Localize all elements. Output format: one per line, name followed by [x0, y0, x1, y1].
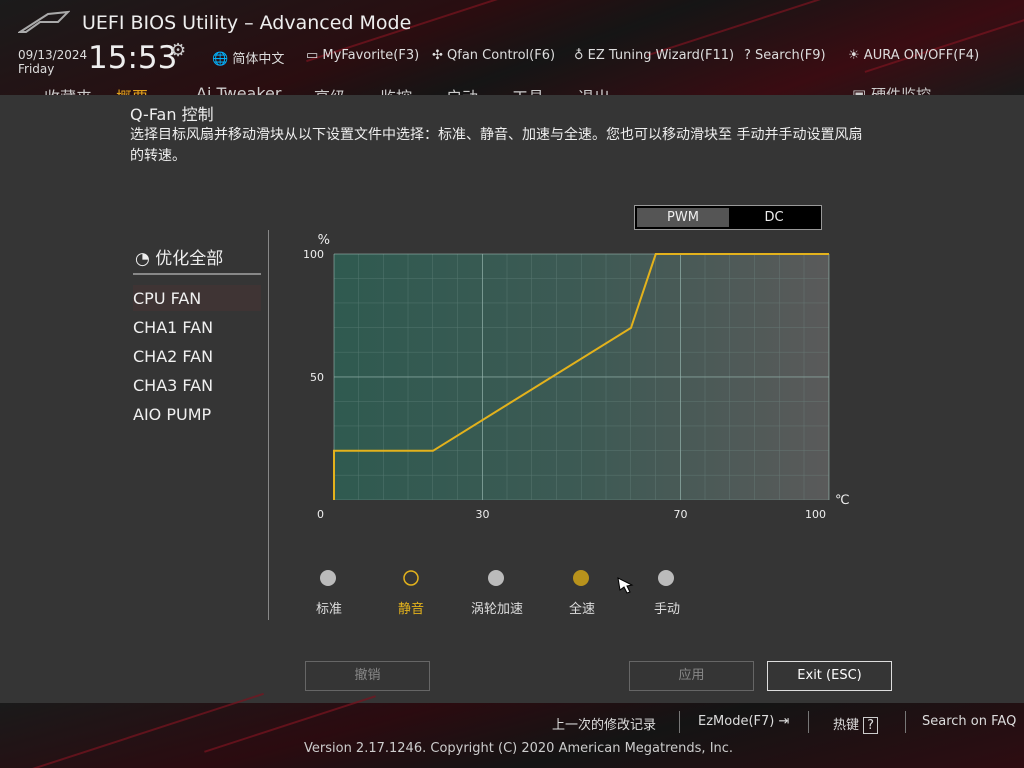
fan-item[interactable]: AIO PUMP — [133, 405, 212, 424]
x-tick-label: 30 — [476, 508, 490, 521]
x-tick-label: 70 — [674, 508, 688, 521]
footer — [0, 692, 1024, 768]
fan-item[interactable]: CPU FAN — [133, 289, 202, 308]
profile-label[interactable]: 涡轮加速 — [470, 602, 524, 617]
vertical-divider — [268, 230, 269, 620]
panel-title: Q-Fan 控制 — [130, 105, 214, 124]
profile-label[interactable]: 静音 — [397, 602, 425, 617]
slider-stop[interactable] — [403, 570, 419, 586]
x-axis-label: ℃ — [835, 493, 850, 508]
toolbar-item[interactable]: ☀ AURA ON/OFF(F4) — [848, 48, 980, 63]
slider-stop[interactable] — [488, 570, 504, 586]
footer-link[interactable]: EzMode(F7) ⇥ — [698, 714, 790, 729]
separator — [679, 711, 680, 733]
profile-label[interactable]: 标准 — [315, 602, 343, 617]
mode-toggle: PWM DC — [634, 205, 822, 230]
profile-label[interactable]: 手动 — [653, 602, 681, 617]
divider — [133, 273, 261, 275]
slider-stop[interactable] — [573, 570, 589, 586]
cursor — [617, 577, 634, 594]
settings-icon[interactable]: ⚙ — [170, 40, 187, 61]
toolbar-label: AURA ON/OFF(F4) — [863, 48, 980, 63]
profile-label[interactable]: 全速 — [568, 602, 596, 617]
toolbar-item[interactable]: 🌐 简体中文 — [212, 52, 285, 67]
toolbar-item[interactable]: ✣ Qfan Control(F6) — [432, 48, 556, 63]
rog-logo — [18, 10, 70, 33]
toolbar-item[interactable]: ♁ EZ Tuning Wizard(F11) — [574, 48, 735, 63]
footer-link-label: 热键 — [833, 718, 860, 733]
fan-curve-chart: 50 100 0 30 70 100% ℃ — [303, 233, 850, 521]
toolbar-item[interactable]: ▭ MyFavorite(F3) — [306, 48, 420, 63]
time[interactable]: 15:53 — [88, 40, 178, 76]
apply-button[interactable]: 应用 — [629, 661, 754, 691]
panel-description: 选择目标风扇并移动滑块从以下设置文件中选择：标准、静音、加速与全速。您也可以移动… — [130, 127, 863, 164]
fan-item[interactable]: CHA3 FAN — [133, 376, 214, 395]
undo-button[interactable]: 撤销 — [305, 661, 430, 691]
footer-link[interactable]: 热键 ? — [833, 714, 879, 734]
separator — [905, 711, 906, 733]
mode-option[interactable]: DC — [764, 210, 784, 225]
footer-link[interactable]: 上一次的修改记录 — [552, 718, 657, 733]
footer-link[interactable]: Search on FAQ — [922, 714, 1017, 729]
fan-item[interactable]: CHA2 FAN — [133, 347, 214, 366]
optimize-all[interactable]: ◔ 优化全部 — [135, 249, 224, 269]
mode-option[interactable]: PWM — [637, 208, 729, 227]
y-tick-label: 100 — [303, 248, 324, 261]
fan-curve — [333, 253, 829, 500]
toolbar-label: 简体中文 — [232, 52, 285, 67]
title: UEFI BIOS Utility – Advanced Mode — [82, 12, 412, 34]
x-tick-label: 100 — [805, 508, 826, 521]
y-tick-label: 50 — [310, 371, 324, 384]
selection-highlight — [133, 285, 261, 311]
toolbar-label: MyFavorite(F3) — [322, 48, 420, 63]
version: Version 2.17.1246. Copyright (C) 2020 Am… — [304, 741, 734, 756]
toolbar-label: EZ Tuning Wizard(F11) — [587, 48, 735, 63]
fan-item[interactable]: CHA1 FAN — [133, 318, 214, 337]
optimize-all-label: 优化全部 — [155, 249, 224, 269]
date: 09/13/2024 — [18, 48, 88, 62]
x-tick-label: 0 — [317, 508, 324, 521]
header: UEFI BIOS Utility – Advanced Mode 09/13/… — [0, 0, 1024, 107]
profile-slider — [320, 570, 674, 594]
toolbar-item[interactable]: ? Search(F9) — [744, 48, 826, 63]
y-axis-label: % — [318, 233, 330, 248]
exit-button[interactable]: Exit (ESC) — [767, 661, 892, 691]
slider-stop[interactable] — [320, 570, 336, 586]
toolbar-label: Search(F9) — [755, 48, 826, 63]
toolbar-label: Qfan Control(F6) — [447, 48, 556, 63]
day: Friday — [18, 62, 55, 76]
footer-link-label: EzMode(F7) — [698, 714, 775, 729]
separator — [808, 711, 809, 733]
slider-stop[interactable] — [658, 570, 674, 586]
